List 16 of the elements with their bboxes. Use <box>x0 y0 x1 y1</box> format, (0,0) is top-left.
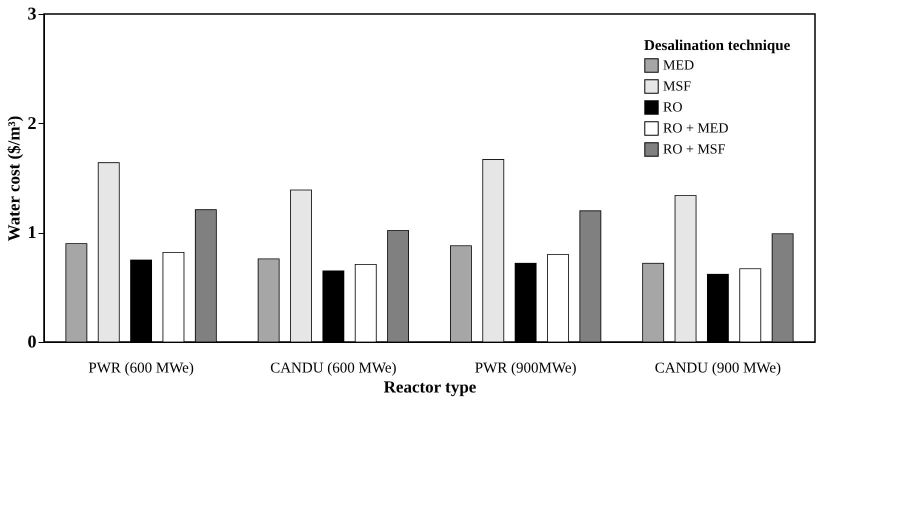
y-tick-label: 3 <box>28 4 36 24</box>
x-tick-label: CANDU (600 MWe) <box>270 360 397 376</box>
legend-label: MED <box>663 58 694 74</box>
x-tick-label: PWR (900MWe) <box>474 360 576 376</box>
y-tick-label: 2 <box>28 112 36 133</box>
y-tick-label: 1 <box>28 222 36 242</box>
legend-title: Desalination technique <box>644 38 791 54</box>
y-tick-label: 0 <box>28 332 36 352</box>
y-axis-title: Water cost ($/m³) <box>4 116 24 242</box>
legend-label: RO <box>663 100 682 116</box>
legend-label: MSF <box>663 80 692 94</box>
x-axis-title: Reactor type <box>384 378 477 396</box>
x-tick-label: PWR (600 MWe) <box>88 360 194 376</box>
legend-label: RO + MSF <box>663 142 726 158</box>
x-tick-label: CANDU (900 MWe) <box>654 360 782 376</box>
legend-label: RO + MED <box>663 122 728 136</box>
